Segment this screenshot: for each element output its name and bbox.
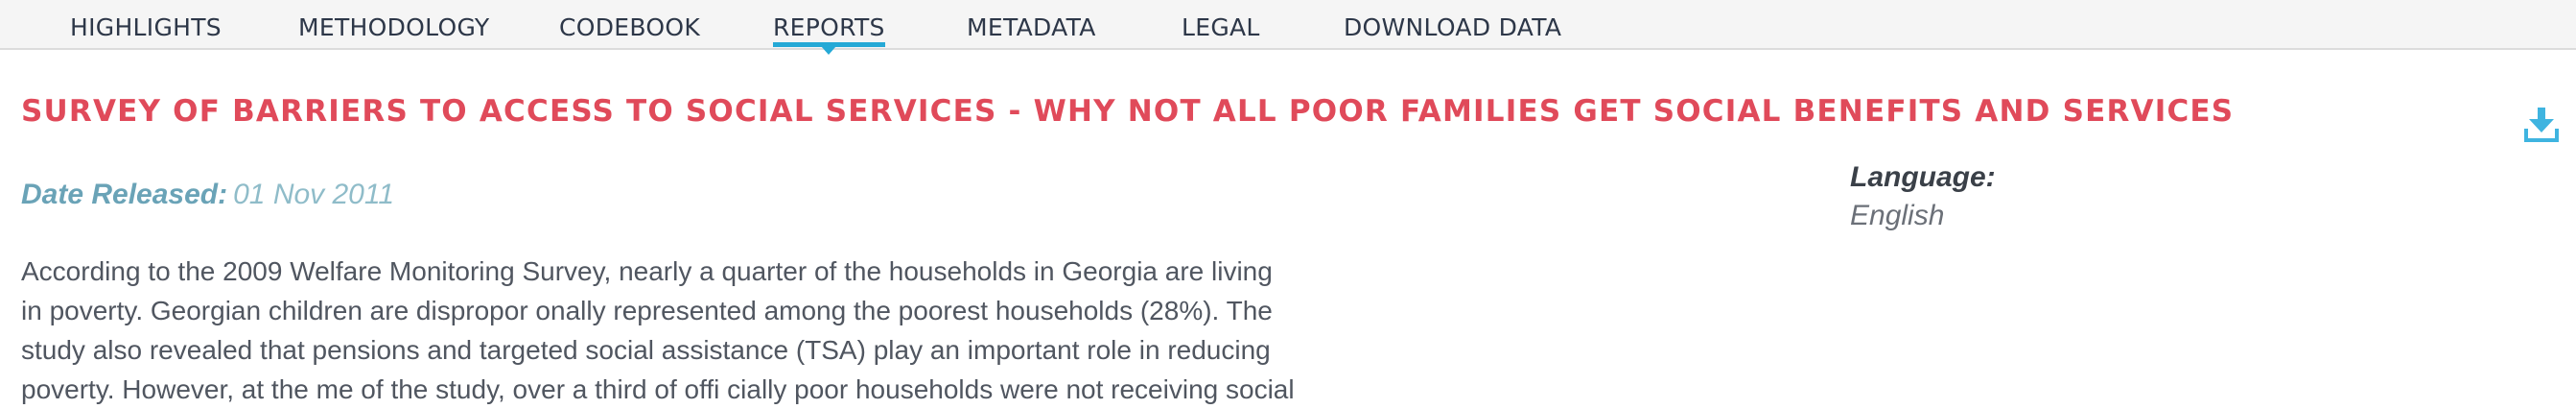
date-released-label: Date Released:	[21, 179, 228, 210]
date-released: Date Released: 01 Nov 2011	[21, 177, 394, 213]
download-icon-graphic	[2524, 108, 2559, 142]
abstract-line: study also revealed that pensions and ta…	[21, 335, 1271, 365]
abstract-line: According to the 2009 Welfare Monitoring…	[21, 256, 1273, 286]
tab-highlights[interactable]: HIGHLIGHTS	[70, 13, 222, 41]
report-title: SURVEY OF BARRIERS TO ACCESS TO SOCIAL S…	[21, 94, 2235, 129]
language-label: Language:	[1850, 161, 1996, 193]
tab-metadata[interactable]: METADATA	[967, 13, 1096, 41]
report-abstract: According to the 2009 Welfare Monitoring…	[21, 252, 1335, 409]
download-icon[interactable]	[2524, 106, 2559, 144]
date-released-value: 01 Nov 2011	[233, 179, 395, 210]
tab-reports[interactable]: REPORTS	[773, 13, 885, 55]
abstract-line: poverty. However, at the me of the study…	[21, 374, 1295, 404]
tab-bar: HIGHLIGHTS METHODOLOGY CODEBOOK REPORTS …	[0, 0, 2576, 55]
tab-methodology[interactable]: METHODOLOGY	[298, 13, 490, 41]
tab-download-data[interactable]: DOWNLOAD DATA	[1344, 13, 1562, 41]
tab-codebook[interactable]: CODEBOOK	[559, 13, 701, 41]
tab-legal[interactable]: LEGAL	[1182, 13, 1260, 41]
abstract-line: in poverty. Georgian children are dispro…	[21, 296, 1273, 325]
tab-reports-label: REPORTS	[773, 13, 885, 41]
active-tab-caret	[821, 46, 837, 55]
language-value: English	[1850, 200, 1945, 231]
